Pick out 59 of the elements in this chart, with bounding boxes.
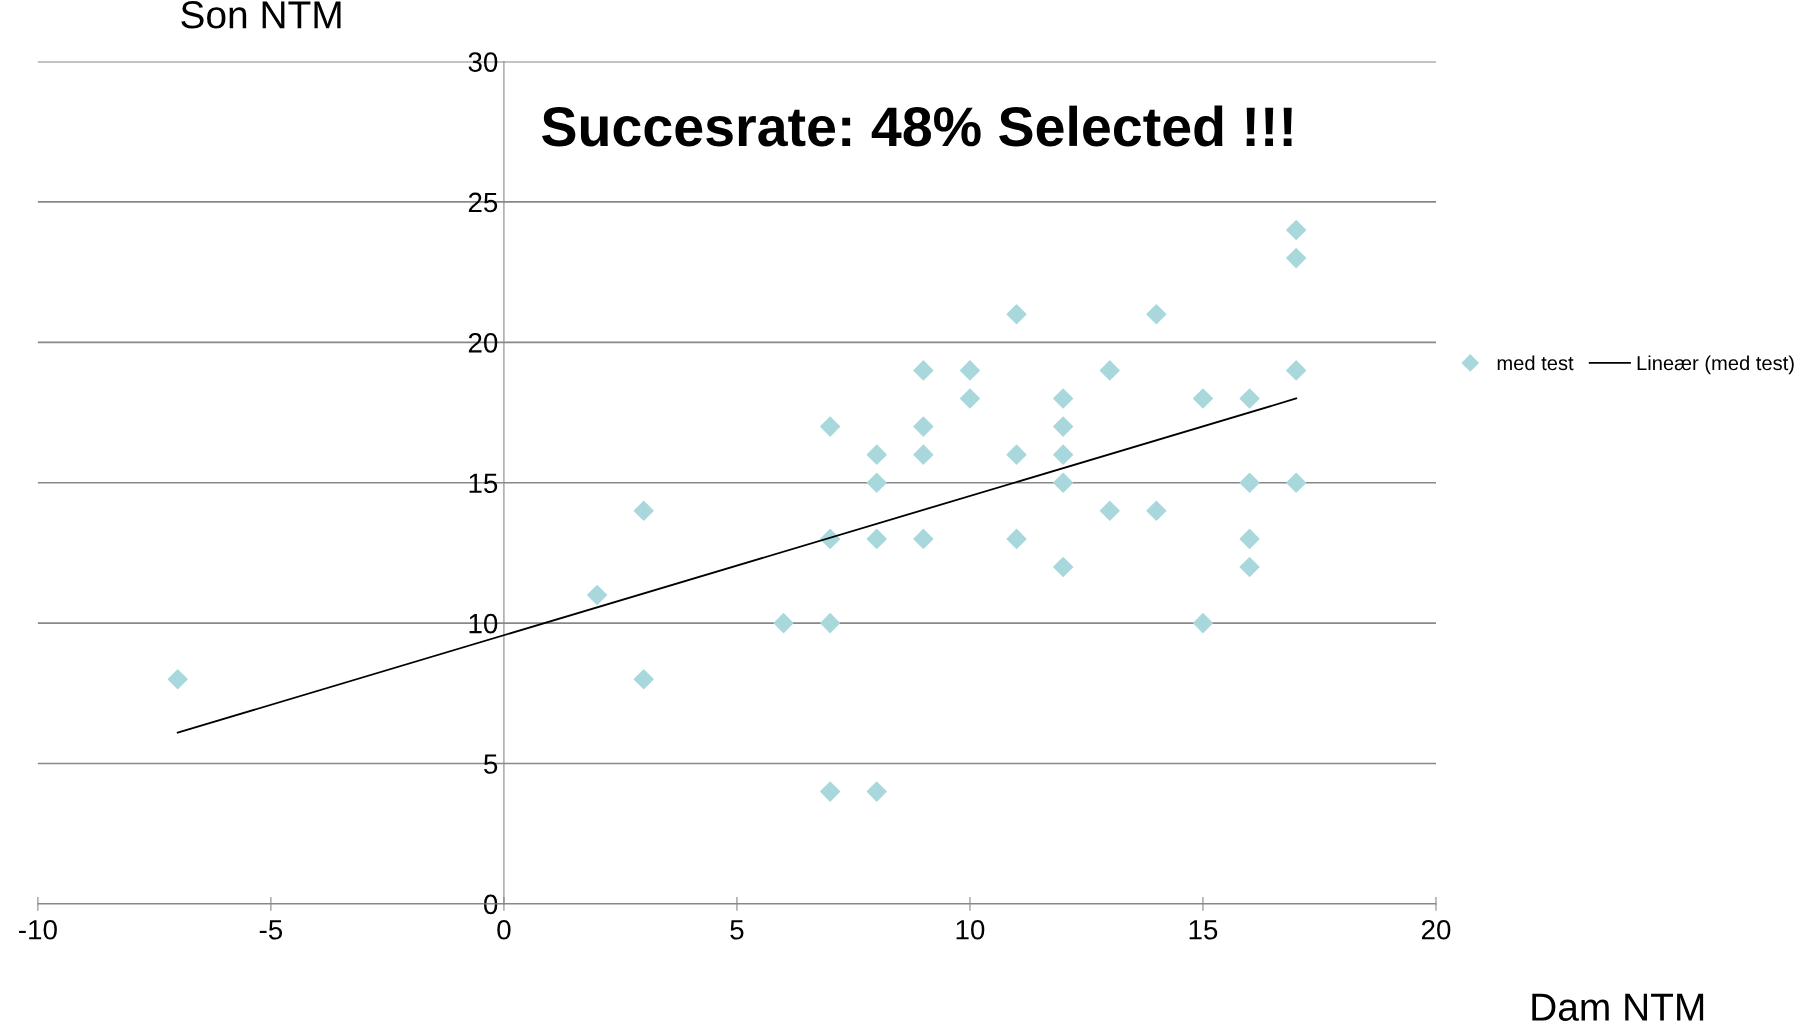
legend-label: Lineær (med test) — [1637, 355, 1794, 375]
point — [1053, 416, 1074, 437]
point — [866, 444, 887, 465]
x-tick-label: 10 — [956, 919, 985, 940]
point — [1239, 528, 1260, 549]
y-tick-label: 20 — [468, 333, 498, 353]
point — [587, 585, 608, 606]
point — [1099, 360, 1120, 381]
x-tick-label: -5 — [259, 920, 283, 940]
point — [1239, 388, 1260, 409]
point — [633, 500, 654, 521]
point — [1286, 360, 1307, 381]
point — [959, 360, 980, 381]
point — [1192, 613, 1213, 634]
point — [1146, 500, 1167, 521]
x-tick-label: 15 — [1189, 920, 1218, 940]
point — [1053, 472, 1074, 493]
point — [1239, 556, 1260, 577]
point — [913, 528, 934, 549]
y-tick-label: 0 — [484, 894, 498, 915]
x-tick-label: 0 — [497, 919, 511, 940]
y-tick-label: 25 — [468, 192, 498, 213]
point — [633, 669, 654, 690]
point — [1146, 304, 1167, 325]
point — [1192, 388, 1213, 409]
point — [913, 444, 934, 465]
point — [167, 669, 188, 690]
point — [1006, 444, 1027, 465]
point — [1006, 528, 1027, 549]
y-tick-label: 10 — [469, 613, 498, 634]
y-tick-label: 30 — [468, 52, 498, 72]
x-tick-label: 20 — [1421, 919, 1451, 940]
point — [820, 613, 841, 634]
point — [959, 388, 980, 409]
point — [866, 781, 887, 802]
x-tick-label: -10 — [19, 919, 57, 940]
point — [866, 528, 887, 549]
point — [773, 613, 794, 634]
x-axis-title: Dam NTM — [1532, 993, 1704, 1021]
point — [1286, 248, 1307, 269]
y-tick-label: 5 — [484, 754, 498, 774]
point — [866, 472, 887, 493]
y-tick-label: 15 — [469, 473, 498, 494]
point — [913, 360, 934, 381]
text: Succesrate: 48% Selected !!! — [542, 105, 1292, 147]
point — [820, 781, 841, 802]
x-tick-label: 5 — [730, 920, 744, 940]
point — [1006, 304, 1027, 325]
point — [1053, 556, 1074, 577]
point — [1286, 472, 1307, 493]
point — [1053, 444, 1074, 465]
point — [1099, 500, 1120, 521]
legend-label: med test — [1497, 355, 1574, 371]
y-axis-title: Son NTM — [181, 1, 341, 29]
point — [1239, 472, 1260, 493]
point — [913, 416, 934, 437]
point — [820, 416, 841, 437]
point — [1053, 388, 1074, 409]
point — [1286, 220, 1307, 241]
